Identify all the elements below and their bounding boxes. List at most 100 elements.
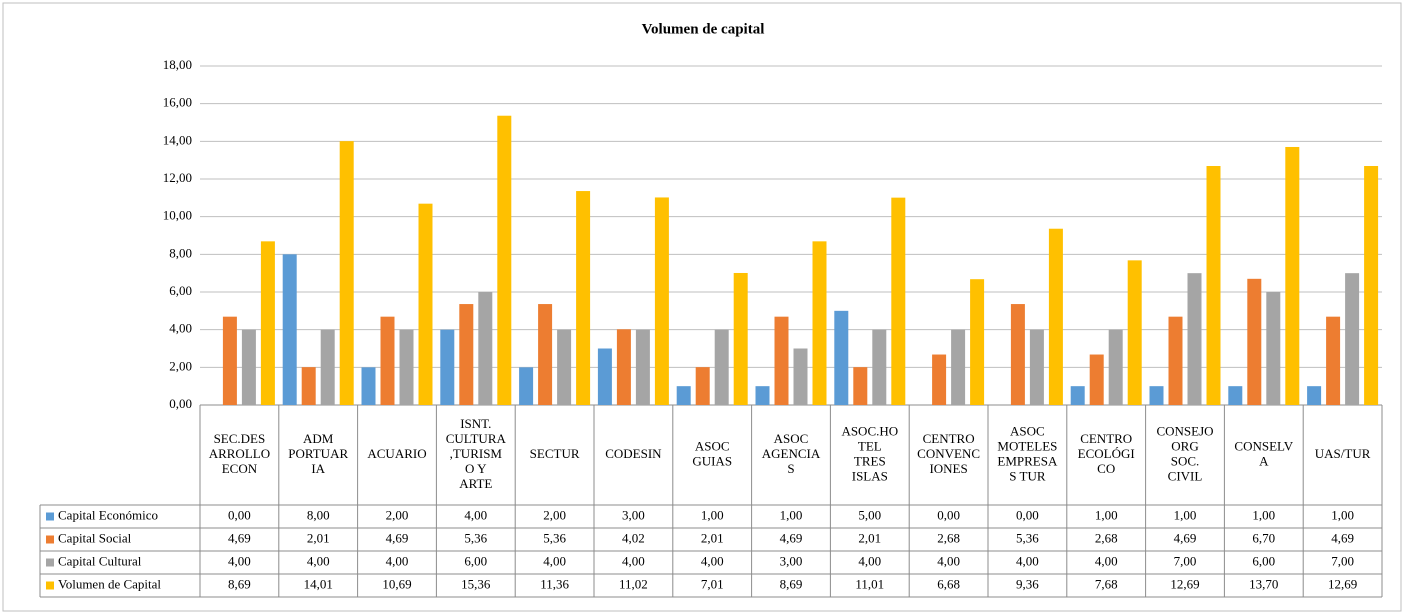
- x-tick-label-line: CO: [1097, 461, 1115, 476]
- x-tick-label-line: IONES: [929, 461, 967, 476]
- table-value: 4,00: [858, 553, 881, 568]
- bar: [970, 279, 985, 405]
- bar: [834, 310, 849, 405]
- table-value: 0,00: [1016, 507, 1039, 522]
- bar: [1206, 166, 1221, 405]
- table-value: 0,00: [937, 507, 960, 522]
- x-tick-label-line: ECOLÓGI: [1078, 446, 1135, 461]
- x-tick-label-line: MOTELES: [997, 438, 1057, 453]
- table-value: 8,69: [780, 576, 803, 591]
- table-value: 5,00: [858, 507, 881, 522]
- table-value: 4,69: [228, 530, 251, 545]
- x-tick-label: CONSEJO ORG SOC. CIVIL: [1156, 423, 1213, 483]
- y-tick-label: 6,00: [169, 283, 192, 298]
- y-tick-label: 12,00: [163, 170, 192, 185]
- table-value: 4,00: [464, 507, 487, 522]
- x-tick-label: SEC.DES ARROLLO ECON: [209, 431, 270, 476]
- table-value: 12,69: [1328, 576, 1357, 591]
- table-value: 4,00: [228, 553, 251, 568]
- x-tick-label-line: CONSELV: [1234, 438, 1293, 453]
- bar: [459, 304, 474, 405]
- x-tick-label-line: S: [787, 461, 794, 476]
- table-value: 8,69: [228, 576, 251, 591]
- bar: [654, 197, 669, 405]
- table-value: 2,01: [858, 530, 881, 545]
- table-value: 6,00: [464, 553, 487, 568]
- bar: [1048, 228, 1063, 405]
- bar: [1345, 273, 1360, 405]
- x-tick-label-line: SEC.DES: [214, 431, 266, 446]
- bar: [1070, 386, 1085, 405]
- x-tick-label-line: ASOC.HO: [841, 423, 898, 438]
- x-tick-label-line: ACUARIO: [367, 446, 426, 461]
- table-value: 11,36: [540, 576, 569, 591]
- table-value: 1,00: [1252, 507, 1275, 522]
- chart-title: Volumen de capital: [642, 21, 765, 37]
- x-tick-label-line: CENTRO: [923, 431, 975, 446]
- bar: [1364, 166, 1379, 405]
- bar: [1247, 278, 1262, 405]
- x-tick-label-line: CENTRO: [1080, 431, 1132, 446]
- table-value: 4,69: [386, 530, 409, 545]
- table-value: 4,00: [386, 553, 409, 568]
- x-tick-label-line: ASOC: [1010, 423, 1045, 438]
- bar: [597, 348, 612, 405]
- bar: [399, 329, 414, 405]
- bar: [1089, 354, 1104, 405]
- table-value: 2,00: [386, 507, 409, 522]
- bar: [222, 316, 237, 405]
- bar: [1326, 316, 1341, 405]
- bar: [812, 241, 827, 405]
- table-value: 4,69: [1174, 530, 1197, 545]
- y-tick-label: 2,00: [169, 358, 192, 373]
- bar: [932, 354, 947, 405]
- legend-swatch: [46, 558, 54, 567]
- x-tick-label-line: ORG: [1171, 438, 1198, 453]
- bar: [872, 329, 887, 405]
- bar: [793, 348, 808, 405]
- y-tick-label: 10,00: [163, 208, 192, 223]
- y-tick-label: 4,00: [169, 321, 192, 336]
- x-tick-label-line: ARTE: [459, 476, 492, 491]
- bar: [774, 316, 789, 405]
- table-value: 1,00: [1174, 507, 1197, 522]
- table-value: 0,00: [228, 507, 251, 522]
- table-value: 5,36: [1016, 530, 1039, 545]
- table-value: 4,00: [622, 553, 645, 568]
- y-tick-label: 0,00: [169, 396, 192, 411]
- table-value: 8,00: [307, 507, 330, 522]
- legend-swatch: [46, 581, 54, 590]
- table-value: 4,00: [543, 553, 566, 568]
- bar: [380, 316, 395, 405]
- x-tick-label: ISNT. CULTURA ,TURISM O Y ARTE: [446, 416, 507, 491]
- x-tick-label-line: ISNT.: [460, 416, 491, 431]
- legend-label: Capital Económico: [58, 507, 158, 522]
- table-value: 7,01: [701, 576, 724, 591]
- bar: [440, 329, 455, 405]
- x-tick-label-line: AGENCIA: [762, 446, 821, 461]
- bar: [676, 386, 691, 405]
- bar: [538, 304, 553, 405]
- x-tick-label: ASOC.HO TEL TRES ISLAS: [841, 423, 898, 483]
- x-tick-label-line: ECON: [222, 461, 258, 476]
- x-tick-label-line: TRES: [854, 453, 886, 468]
- bar: [616, 329, 631, 405]
- table-value: 11,01: [855, 576, 884, 591]
- x-tick-label-line: SOC.: [1171, 453, 1200, 468]
- x-tick-label: CENTRO ECOLÓGI CO: [1078, 431, 1135, 476]
- bar: [1010, 304, 1025, 405]
- x-tick-label-line: ,TURISM: [450, 446, 503, 461]
- bar: [361, 367, 376, 405]
- bar: [1285, 146, 1300, 405]
- bar: [1228, 386, 1243, 405]
- x-tick-label: ADM PORTUAR IA: [288, 431, 348, 476]
- x-tick-label-line: S TUR: [1009, 468, 1046, 483]
- bar: [576, 191, 591, 405]
- x-tick-label-line: CULTURA: [446, 431, 507, 446]
- bar: [1187, 273, 1202, 405]
- x-tick-label: ACUARIO: [367, 446, 426, 461]
- bar: [733, 272, 748, 405]
- table-value: 1,00: [1331, 507, 1354, 522]
- bar: [1149, 386, 1164, 405]
- x-tick-label-line: TEL: [858, 438, 882, 453]
